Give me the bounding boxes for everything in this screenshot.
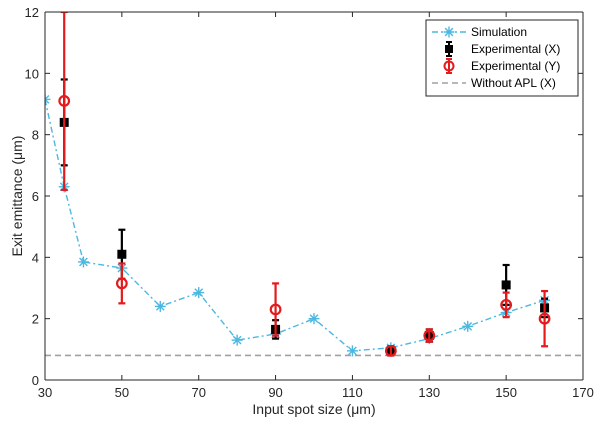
legend-label: Experimental (Y) xyxy=(471,59,560,73)
y-tick-label: 8 xyxy=(32,128,39,143)
legend-entry: Simulation xyxy=(432,25,527,39)
y-tick-label: 10 xyxy=(25,66,39,81)
simulation-point xyxy=(231,334,243,346)
y-tick-label: 0 xyxy=(32,373,39,388)
legend-star-icon xyxy=(443,26,455,38)
ticks-layer: 30 50 70 90 110 130 150 170 0 2 4 6 8 10 12 xyxy=(25,5,594,400)
legend-entry: Experimental (X) xyxy=(445,41,560,57)
simulation-point xyxy=(346,345,358,357)
x-tick-label: 170 xyxy=(572,385,594,400)
legend-circle-icon xyxy=(443,60,455,72)
x-tick-label: 30 xyxy=(38,385,52,400)
legend: Simulation Experimental (X) Experimental (… xyxy=(425,19,579,97)
experimental-y-point xyxy=(58,12,71,191)
y-tick-label: 6 xyxy=(32,189,39,204)
legend-label: Simulation xyxy=(471,25,527,39)
y-tick-label: 12 xyxy=(25,5,39,20)
y-axis-title: Exit emittance (μm) xyxy=(9,136,25,257)
x-tick-label: 150 xyxy=(495,385,517,400)
experimental-y-point xyxy=(500,291,513,319)
simulation-point xyxy=(154,300,166,312)
experimental-y-point xyxy=(423,328,436,343)
legend-entry: Experimental (Y) xyxy=(443,58,560,74)
experimental-y-point xyxy=(269,282,282,337)
legend-entry: Without APL (X) xyxy=(432,76,556,90)
series-layer xyxy=(45,12,583,357)
x-tick-label: 50 xyxy=(115,385,129,400)
legend-label: Experimental (X) xyxy=(471,42,560,56)
x-tick-label: 130 xyxy=(418,385,440,400)
y-tick-label: 2 xyxy=(32,312,39,327)
experimental-y-point xyxy=(115,262,128,305)
x-tick-label: 90 xyxy=(268,385,282,400)
experimental-y-point xyxy=(538,289,551,348)
x-axis-title: Input spot size (μm) xyxy=(252,401,375,417)
simulation-point xyxy=(193,287,205,299)
x-tick-label: 110 xyxy=(342,385,363,400)
simulation-point xyxy=(45,93,51,105)
simulation-point xyxy=(77,256,89,268)
simulation-point xyxy=(462,320,474,332)
legend-label: Without APL (X) xyxy=(471,76,556,90)
x-tick-label: 70 xyxy=(191,385,205,400)
legend-square-icon xyxy=(445,45,453,53)
experimental-y-point xyxy=(384,344,397,357)
y-tick-label: 4 xyxy=(32,250,39,265)
simulation-point xyxy=(308,313,320,325)
